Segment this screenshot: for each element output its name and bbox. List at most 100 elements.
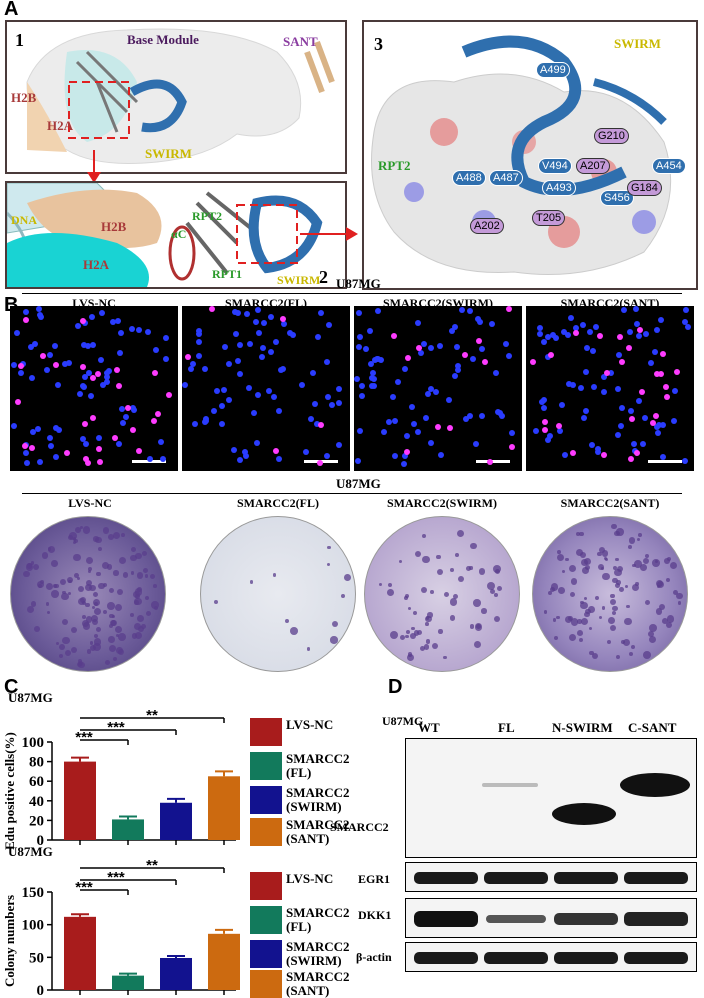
nucleus-dapi [356,344,363,351]
colony-spot [631,584,640,592]
colony-spot [68,579,72,584]
nucleus-dapi [195,327,202,334]
colony-spot [570,578,578,585]
nucleus-dapi [466,308,473,315]
nucleus-edu [94,371,101,378]
colony-spot [306,647,310,651]
nucleus-dapi [118,406,125,413]
colony-spot [141,550,148,556]
nucleus-dapi [253,439,260,446]
colony-spot [405,629,410,634]
panel-label-a: A [4,0,19,20]
nucleus-dapi [635,333,642,340]
colony-spot [644,554,650,559]
colony-spot [134,631,142,639]
nucleus-edu [660,351,667,358]
colony-spot [41,552,49,559]
nucleus-dapi [358,393,365,400]
colony-spot [601,550,609,557]
colony-spot [90,641,94,645]
colony-spot [449,598,458,607]
nucleus-dapi [538,399,545,406]
colony-spot [330,636,338,644]
colony-spot [144,595,149,600]
colony-spot [614,568,622,577]
nucleus-dapi [115,440,122,447]
nucleus-dapi [99,381,106,388]
colony-spot [547,590,553,596]
nucleus-dapi [324,359,331,366]
colony-spot [115,625,123,633]
nucleus-dapi [318,310,325,317]
colony-title-3: SMARCC2(SWIRM) [387,496,497,510]
base-module-structure [26,28,335,164]
scale-bar [648,460,682,463]
nucleus-edu [653,413,660,420]
colony-spot [69,531,78,540]
nucleus-dapi [354,457,361,464]
nucleus-edu [84,459,91,466]
nucleus-dapi [46,434,53,441]
nucleus-edu [663,384,670,391]
colony-spot [655,608,663,615]
colony-spot [387,582,392,587]
nucleus-dapi [618,405,625,412]
band [554,913,618,925]
colony-spot [136,615,145,623]
colony-spot [615,582,621,588]
legend-line1: SMARCC2 [286,751,350,766]
legend-line1: LVS-NC [286,871,334,886]
nucleus-dapi [53,424,60,431]
legend-line2: (SWIRM) [286,953,342,968]
nucleus-dapi [495,409,502,416]
band-fl-faint [482,783,538,787]
nucleus-edu [627,455,634,462]
y-axis-label: Edu positive cells(%) [2,732,17,850]
y-tick-label: 150 [22,885,45,901]
colony-spot [137,625,145,633]
colony-spot [142,568,148,574]
colony-spot [411,626,415,631]
colony-spot [137,586,142,592]
nucleus-dapi [358,383,365,390]
nucleus-dapi [415,428,422,435]
colony-spot [649,624,658,632]
row-label-beta-actin: β-actin [356,950,392,964]
colony-spot [121,533,126,537]
colony-spot [412,610,418,616]
colony-spot [656,584,661,589]
nucleus-dapi [532,428,539,435]
nucleus-edu [663,394,670,401]
colony-spot [661,617,668,624]
nucleus-dapi [268,314,275,321]
residue-s456: S456 [600,190,634,206]
colony-spot [115,604,123,612]
nucleus-edu [83,455,90,462]
colony-spot [77,597,85,605]
dna-label: DNA [11,213,37,227]
nucleus-dapi [568,314,575,321]
nucleus-dapi [160,456,167,463]
nucleus-dapi [308,415,315,422]
nucleus-edu [135,447,142,454]
nucleus-dapi [158,439,165,446]
colony-spot [643,651,652,660]
colony-spot [598,615,603,620]
colony-spot [26,605,35,614]
chart2-cell-line: U87MG [8,844,53,859]
legend-line2: (SANT) [286,983,330,998]
colony-spot [493,565,502,574]
band [554,872,618,884]
nucleus-dapi [36,311,43,318]
nucleus-dapi [615,432,622,439]
legend-line2: (FL) [286,765,312,780]
divider-colony [22,493,682,494]
colony-spot [648,635,656,643]
colony-spot [613,566,618,571]
nucleus-dapi [547,432,554,439]
nucleus-dapi [374,356,381,363]
nucleus-edu [155,411,162,418]
nucleus-edu [52,361,59,368]
band-n-swirm [552,803,616,825]
